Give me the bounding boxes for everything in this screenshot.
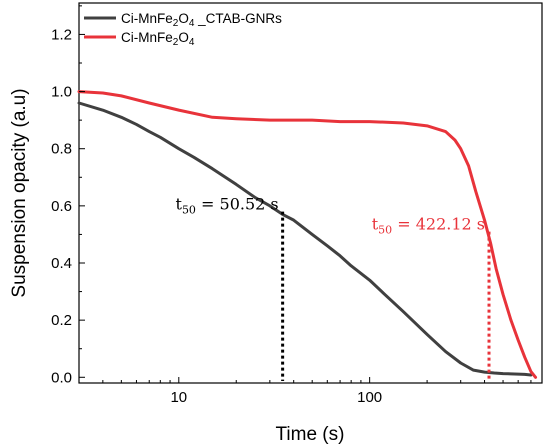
x-axis: 10 100 — [102, 377, 532, 406]
y-tick-label: 1.0 — [51, 84, 72, 101]
x-tick-label: 100 — [357, 389, 382, 406]
series-line-2 — [77, 90, 538, 379]
y-tick-label: 0.2 — [51, 312, 72, 329]
t50-annotation: t50 = 50.52 s — [176, 195, 279, 217]
t50-annotation: t50 = 422.12 s — [372, 215, 485, 237]
plot-frame — [78, 2, 543, 384]
series-layer — [77, 90, 538, 379]
y-axis-title: Suspension opacity (a.u) — [9, 88, 30, 297]
y-tick-label: 0.4 — [51, 255, 72, 272]
x-axis-title: Time (s) — [276, 424, 345, 445]
x-tick-label: 10 — [170, 389, 187, 406]
y-tick-label: 0.6 — [51, 198, 72, 215]
series-line-1 — [77, 101, 533, 377]
y-tick-label: 0.0 — [51, 369, 72, 386]
legend-label-1: Ci-MnFe2O4 _CTAB-GNRs — [121, 11, 282, 29]
y-tick-label: 1.2 — [51, 26, 72, 43]
y-tick-label: 0.8 — [51, 141, 72, 158]
y-axis: 0.0 0.2 0.4 0.6 0.8 1.0 1.2 — [51, 5, 85, 386]
legend-label-2: Ci-MnFe2O4 — [121, 30, 195, 48]
annotation-layer: t50 = 50.52 s t50 = 422.12 s — [176, 195, 491, 381]
